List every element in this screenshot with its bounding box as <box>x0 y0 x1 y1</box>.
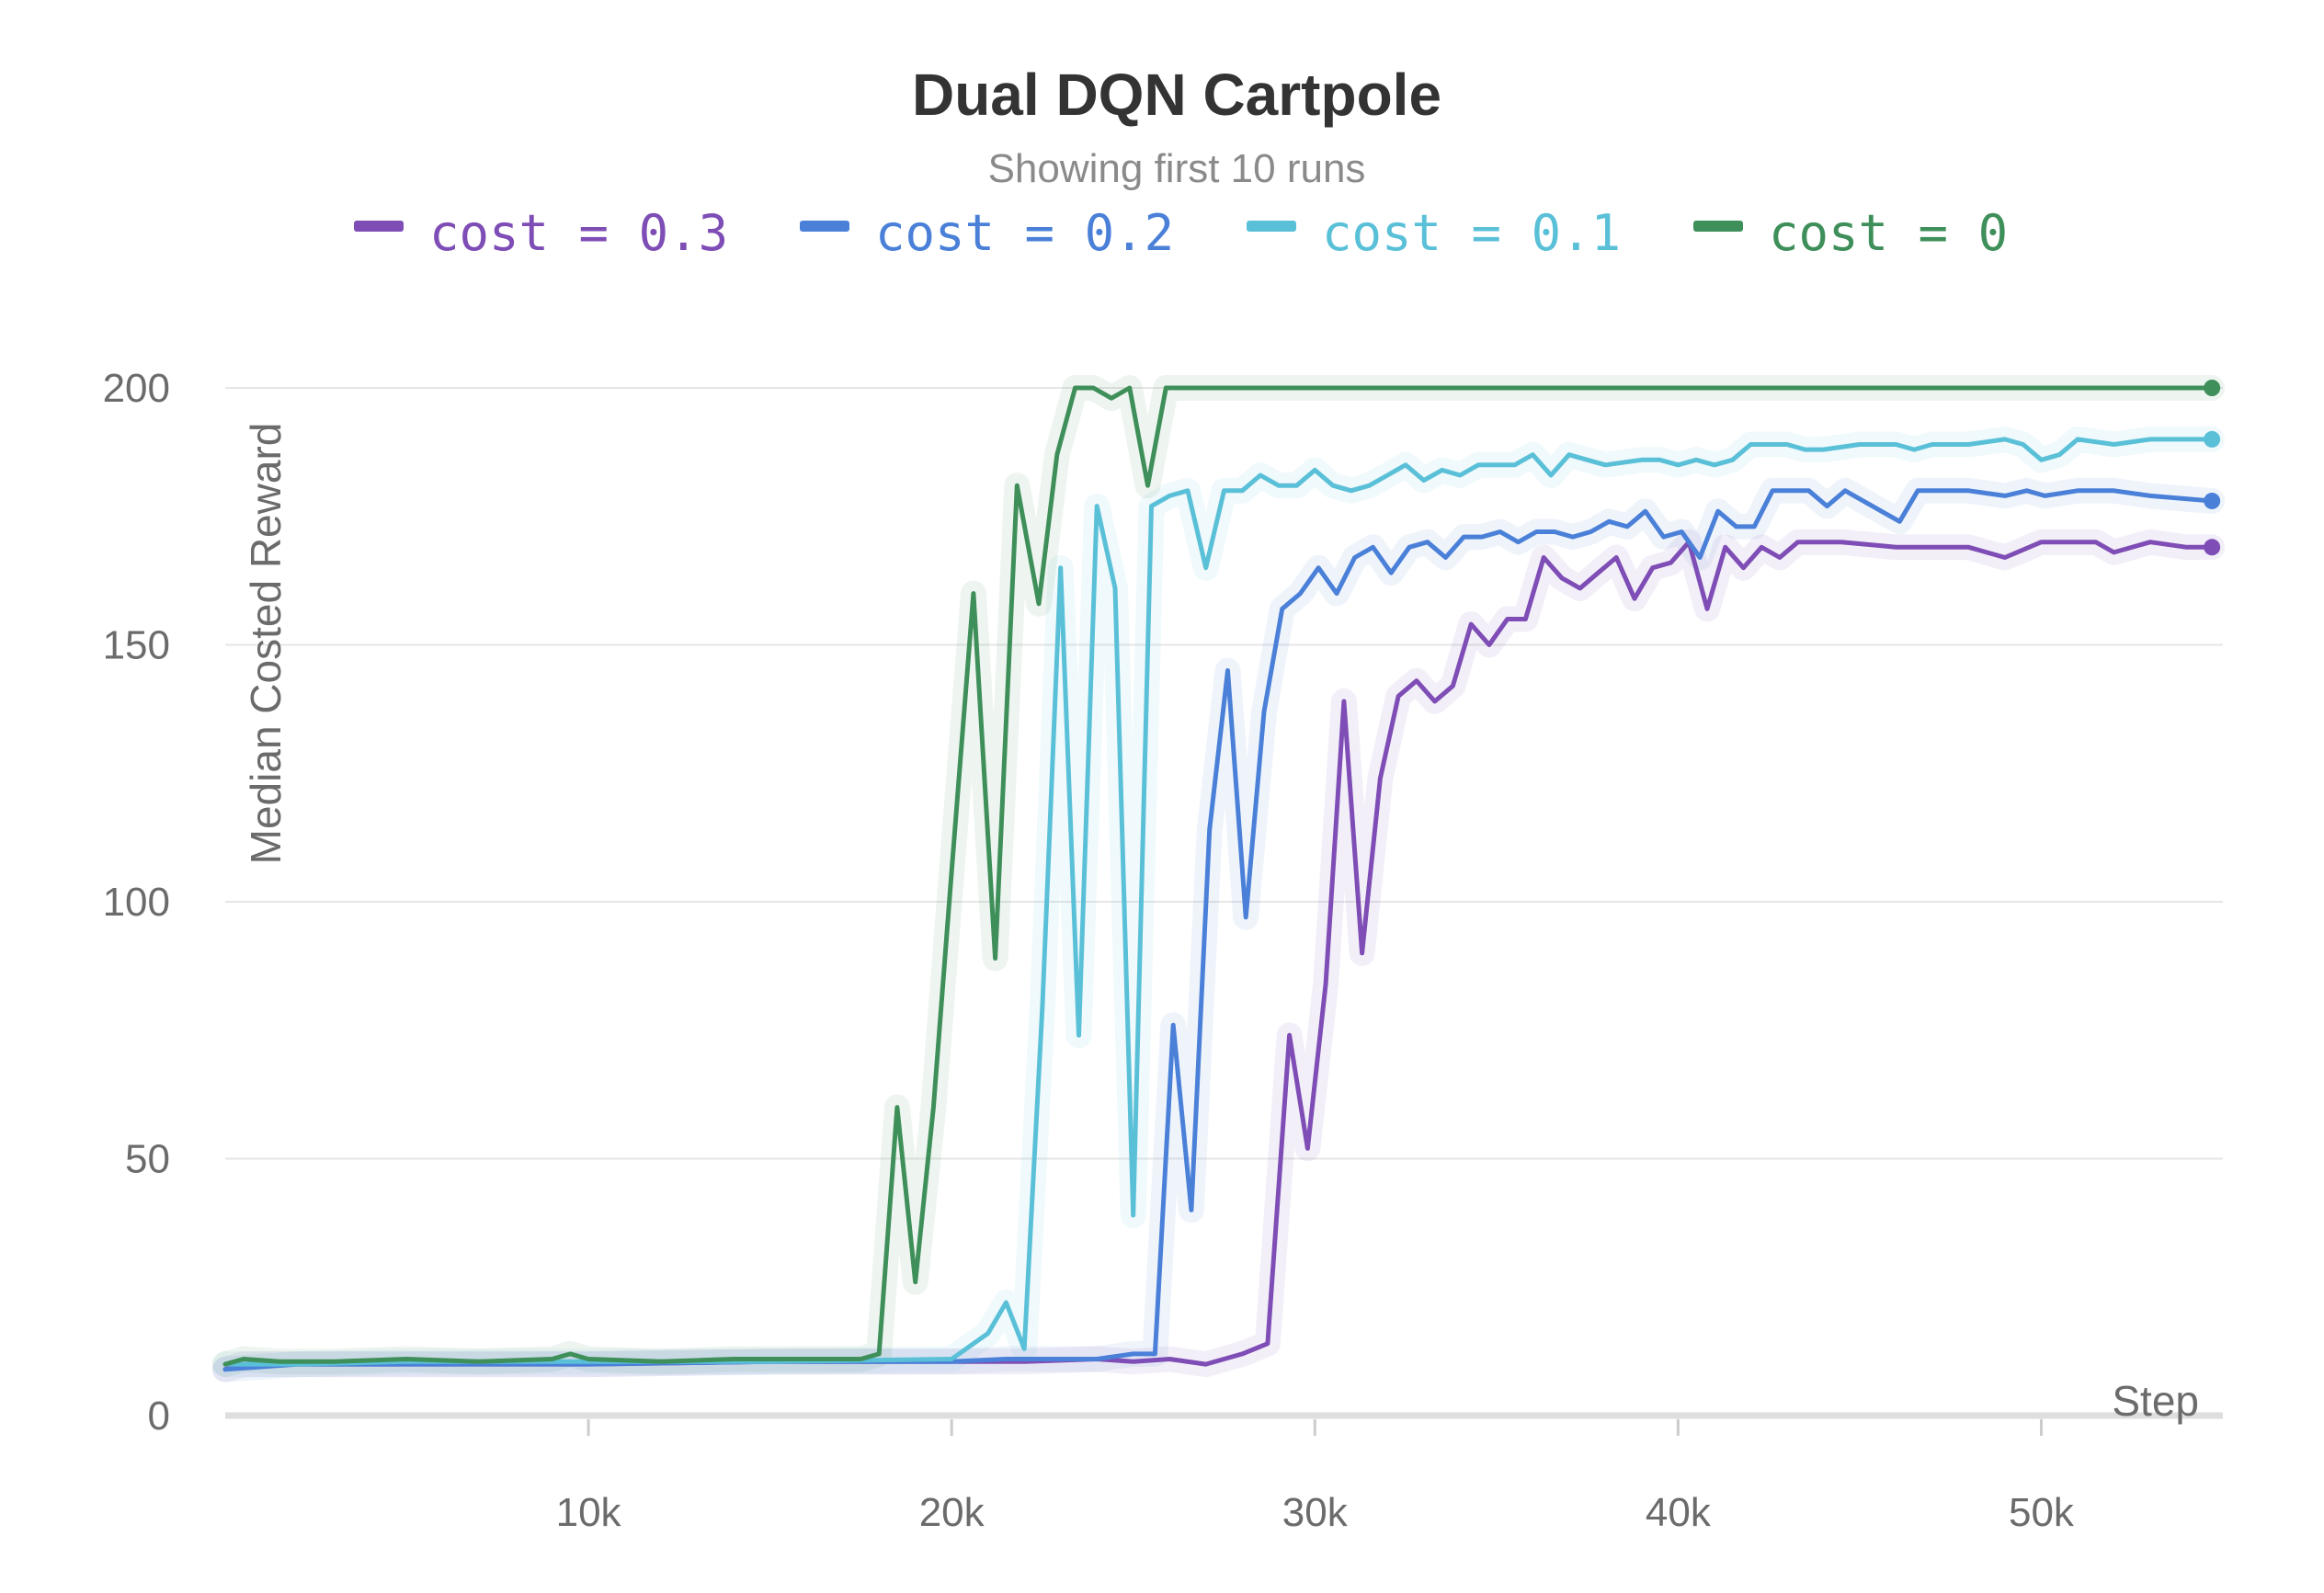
variance-bands <box>212 375 2226 1382</box>
y-tick-label: 150 <box>103 623 170 668</box>
x-tick-label: 10k <box>556 1490 622 1535</box>
y-tick-label: 100 <box>103 880 170 925</box>
legend-swatch <box>1247 221 1296 232</box>
series-end-point <box>2204 539 2221 556</box>
legend: cost = 0.3 cost = 0.2 cost = 0.1 cost = 0 <box>354 204 2008 262</box>
legend-label: cost = 0.3 <box>429 204 728 262</box>
legend-label: cost = 0.2 <box>875 204 1174 262</box>
series-end-point <box>2204 380 2221 396</box>
legend-item[interactable]: cost = 0.3 <box>354 204 728 262</box>
end-markers <box>2204 380 2221 556</box>
chart-title: Dual DQN Cartpole <box>912 62 1441 128</box>
x-tick-label: 30k <box>1282 1490 1349 1535</box>
x-tick-label: 40k <box>1646 1490 1712 1535</box>
series-line[interactable] <box>222 437 2215 1367</box>
legend-swatch <box>354 221 404 232</box>
series-line[interactable] <box>222 488 2215 1372</box>
series-lines <box>222 385 2215 1372</box>
y-tick-label: 200 <box>103 366 170 411</box>
legend-label: cost = 0 <box>1769 204 2008 262</box>
legend-swatch <box>1693 221 1743 232</box>
x-axis-label: Step <box>2112 1377 2199 1425</box>
series-line[interactable] <box>222 385 2215 1367</box>
y-axis-ticks: 0 50 100 150 200 <box>103 366 170 1439</box>
x-tick-label: 50k <box>2009 1490 2075 1535</box>
legend-swatch <box>800 221 849 232</box>
x-axis-ticks: 10k 20k 30k 40k 50k <box>556 1419 2075 1535</box>
series-end-point <box>2204 430 2221 448</box>
series-band <box>212 477 2226 1382</box>
series-end-point <box>2204 492 2221 509</box>
series-line[interactable] <box>222 540 2215 1372</box>
legend-label: cost = 0.1 <box>1322 204 1621 262</box>
legend-item[interactable]: cost = 0.1 <box>1247 204 1621 262</box>
chart-subtitle: Showing first 10 runs <box>988 146 1366 191</box>
y-tick-label: 50 <box>125 1137 170 1182</box>
y-axis-label: Median Costed Reward <box>242 423 290 865</box>
legend-item[interactable]: cost = 0 <box>1693 204 2008 262</box>
legend-item[interactable]: cost = 0.2 <box>800 204 1174 262</box>
y-tick-label: 0 <box>148 1394 170 1439</box>
x-tick-label: 20k <box>919 1490 985 1535</box>
